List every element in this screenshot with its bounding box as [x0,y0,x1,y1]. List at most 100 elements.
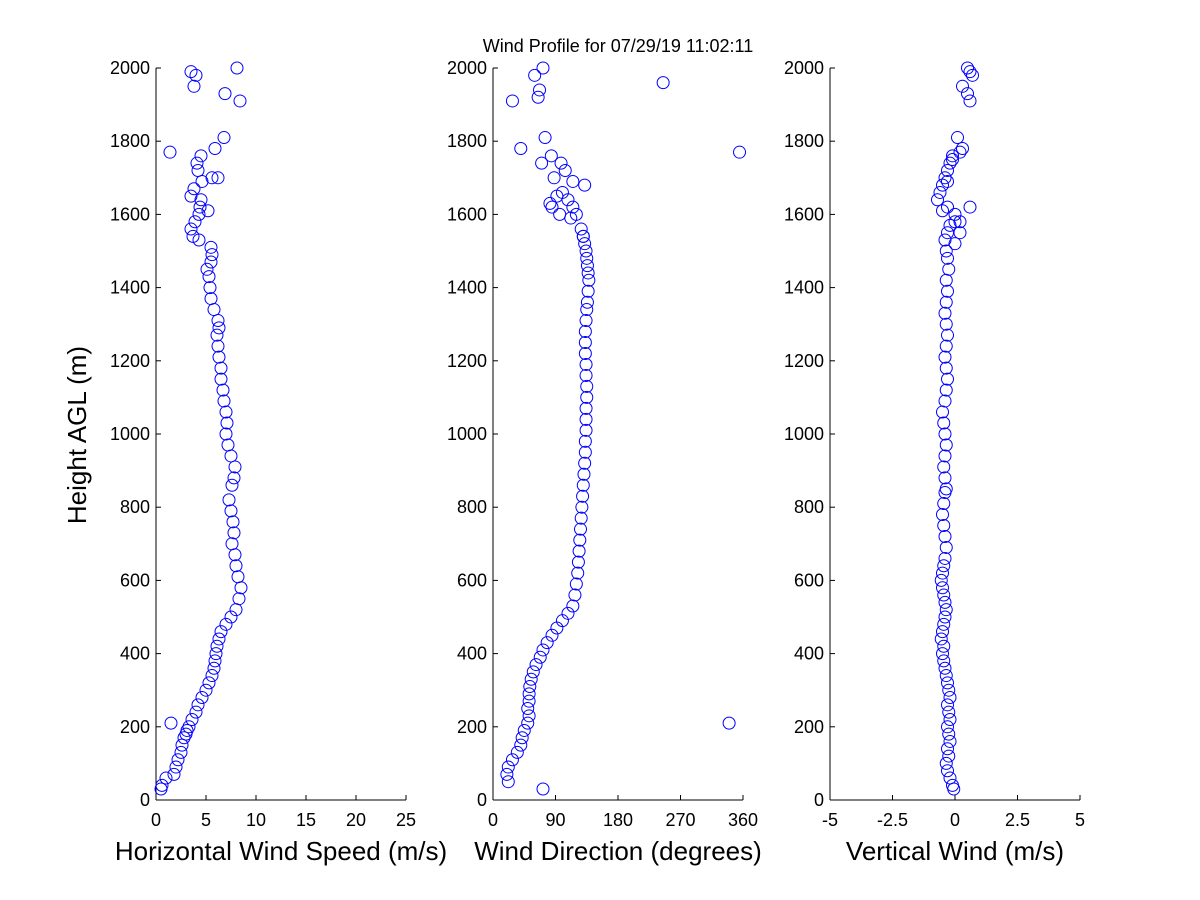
vertical-data-point [966,68,979,82]
vertical-x-axis-label: Vertical Wind (m/s) [846,836,1064,866]
speed-data-point [211,171,225,185]
direction-data-point [522,709,536,723]
vertical-data-point [943,734,957,748]
direction-data-point [722,716,736,730]
x-tick-label: 180 [603,810,633,830]
vertical-data-point [936,204,949,218]
direction-data-point [501,775,515,789]
direction-data-point [582,273,596,287]
vertical-data-point [939,669,953,683]
speed-data-point [218,87,232,101]
vertical-data-point [936,581,949,595]
direction-data-point [572,544,586,558]
vertical-data-point [942,727,956,741]
vertical-data-point [939,295,953,309]
direction-data-point [568,588,582,602]
vertical-data-point [941,328,954,342]
vertical-data-point [942,749,956,763]
vertical-data-point [942,262,956,276]
y-tick-label: 200 [120,717,150,737]
direction-data-point [540,636,554,650]
direction-data-point [579,357,593,371]
speed-data-point [210,639,224,653]
speed-data-point [234,581,248,595]
speed-data-point [219,405,233,419]
direction-data-point [521,702,535,715]
direction-data-point [529,658,543,672]
direction-data-point [579,412,593,426]
speed-data-point [201,204,215,218]
y-tick-label: 200 [794,717,824,737]
speed-data-point [191,698,205,712]
vertical-data-point [963,200,977,214]
vertical-data-point [939,482,953,496]
speed-data-point [227,471,241,485]
vertical-data-point [939,339,953,353]
y-tick-label: 0 [140,790,150,810]
vertical-data-point [948,207,962,221]
x-tick-label: -2.5 [877,810,908,830]
vertical-data-point [946,153,959,166]
y-tick-label: 2000 [784,58,824,78]
vertical-data-point [939,540,953,554]
direction-data-point [733,145,747,159]
y-tick-label: 0 [814,790,824,810]
speed-data-point [177,731,191,745]
x-tick-label: 270 [665,810,695,830]
speed-data-point [187,79,201,93]
vertical-data-point [937,559,951,573]
vertical-data-point [942,705,956,719]
vertical-data-point [939,361,953,375]
vertical-data-point [953,215,967,229]
speed-data-point [187,182,201,196]
direction-data-point [579,401,593,415]
direction-data-point [536,643,550,657]
speed-data-point [217,394,231,408]
figure-title: Wind Profile for 07/29/19 11:02:11 [483,36,754,56]
speed-data-point [225,537,239,551]
vertical-data-point [943,156,957,170]
y-tick-label: 2000 [110,58,150,78]
vertical-data-point [939,438,953,452]
y-tick-label: 800 [457,497,487,517]
x-tick-label: 5 [1075,810,1085,830]
x-tick-label: 25 [396,810,416,830]
speed-data-point [212,350,226,364]
vertical-data-point [937,519,951,532]
speed-data-point [221,438,235,452]
speed-data-point [214,372,228,386]
y-tick-label: 1800 [110,131,150,151]
vertical-data-point [941,284,954,298]
speed-data-point [224,449,238,463]
x-tick-label: 0 [488,810,498,830]
vertical-data-point [951,131,964,145]
speed-data-point [207,303,221,317]
direction-data-point [580,251,594,265]
speed-data-point [227,526,241,540]
speed-data-point [219,427,233,441]
vertical-data-point [939,317,953,331]
speed-data-point [224,504,238,518]
direction-data-point [528,68,542,82]
vertical-data-point [946,778,959,792]
speed-data-point [214,361,228,375]
speed-data-point [208,142,222,156]
speed-data-point [226,515,240,529]
direction-data-point [517,723,531,737]
vertical-data-point [963,94,977,108]
vertical-data-point [939,244,953,258]
vertical-data-point [936,405,949,419]
direction-data-point [515,731,529,745]
y-tick-label: 1200 [784,351,824,371]
speed-data-point [194,193,208,207]
direction-data-point [533,83,547,97]
vertical-data-point [947,782,961,796]
vertical-data-point [961,87,974,101]
speed-data-point [182,720,196,734]
speed-data-point [175,738,189,752]
direction-data-point [579,423,593,437]
speed-data-point [205,248,219,262]
speed-data-point [199,683,213,697]
wind-direction-panel: 0 200 400 600 800 1000 1200 1400 1600 1800 2000 0 90… [447,58,762,866]
speed-data-point [204,240,218,254]
